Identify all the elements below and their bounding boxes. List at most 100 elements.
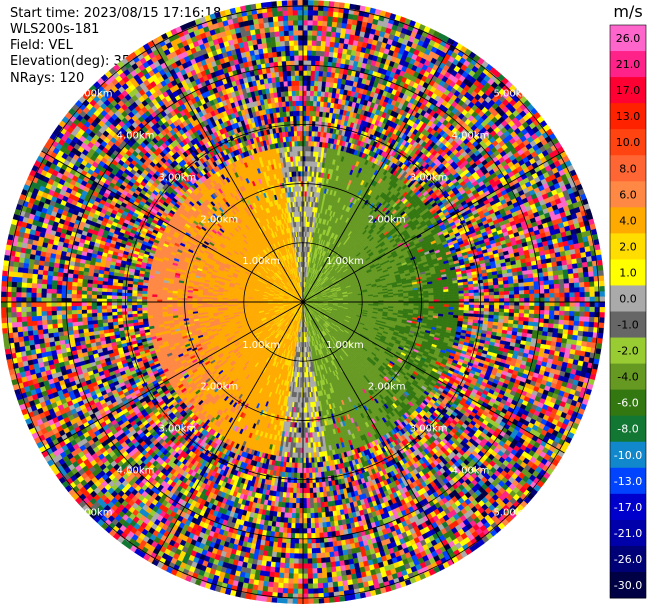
ppi-cell bbox=[322, 20, 328, 27]
ppi-cell bbox=[339, 2, 346, 9]
ppi-cell bbox=[302, 14, 309, 21]
ppi-cell bbox=[302, 35, 308, 41]
ppi-cell bbox=[302, 100, 307, 106]
ppi-cell bbox=[307, 45, 313, 51]
ppi-cell bbox=[314, 75, 319, 82]
ppi-cell bbox=[316, 40, 322, 47]
ppi-cell bbox=[309, 105, 314, 112]
ppi-cell bbox=[324, 51, 330, 57]
ppi-cell bbox=[307, 25, 313, 31]
ppi-cell bbox=[302, 115, 307, 121]
ppi-cell bbox=[306, 80, 311, 86]
ppi-cell bbox=[329, 41, 336, 48]
ppi-cell bbox=[327, 16, 334, 22]
ppi-cell bbox=[570, 253, 577, 260]
ppi-cell bbox=[317, 25, 323, 32]
ppi-cell bbox=[333, 1, 340, 8]
ppi-cell bbox=[567, 264, 573, 270]
ppi-cell bbox=[312, 10, 319, 16]
ppi-cell bbox=[312, 120, 316, 127]
ppi-cell bbox=[302, 45, 308, 51]
ppi-cell bbox=[557, 265, 563, 271]
ppi-cell bbox=[310, 80, 315, 87]
ppi-cell bbox=[337, 17, 344, 24]
ppi-cell bbox=[314, 65, 320, 72]
ppi-cell bbox=[320, 91, 326, 97]
ppi-cell bbox=[302, 130, 307, 137]
ppi-cell bbox=[312, 115, 317, 122]
ppi-cell bbox=[310, 70, 316, 76]
ppi-cell bbox=[571, 258, 578, 265]
ppi-cell bbox=[334, 37, 341, 43]
ppi-cell bbox=[322, 10, 329, 17]
ppi-cell bbox=[575, 252, 582, 259]
ppi-cell bbox=[311, 55, 317, 61]
ppi-cell bbox=[321, 35, 327, 42]
ppi-cell bbox=[308, 130, 313, 137]
ppi-cell bbox=[306, 110, 310, 117]
ppi-cell bbox=[331, 26, 337, 33]
ppi-cell bbox=[326, 26, 333, 32]
ppi-cell bbox=[315, 55, 321, 62]
ppi-cell bbox=[313, 0, 319, 6]
ppi-cell bbox=[318, 0, 325, 6]
ppi-cell bbox=[324, 46, 330, 52]
ppi-cell bbox=[586, 261, 593, 268]
ppi-cell bbox=[532, 268, 538, 274]
ppi-cell bbox=[302, 110, 307, 116]
ppi-cell bbox=[576, 262, 583, 269]
ppi-cell bbox=[555, 256, 562, 262]
ppi-cell bbox=[313, 90, 318, 97]
ppi-cell bbox=[316, 35, 322, 42]
ppi-cell bbox=[302, 19, 309, 26]
ppi-cell bbox=[311, 40, 317, 46]
ppi-cell bbox=[307, 50, 312, 56]
ppi-cell bbox=[316, 95, 322, 102]
ppi-cell bbox=[305, 165, 308, 172]
ppi-cell bbox=[551, 261, 558, 268]
ppi-cell bbox=[302, 55, 308, 61]
ppi-cell bbox=[302, 85, 307, 91]
ppi-cell bbox=[305, 120, 310, 127]
ppi-cell bbox=[596, 254, 603, 261]
ppi-cell bbox=[307, 35, 313, 41]
ppi-cell bbox=[305, 171, 308, 177]
ppi-cell bbox=[306, 95, 311, 101]
ppi-cell bbox=[313, 95, 318, 102]
ppi-cell bbox=[323, 66, 328, 72]
ppi-cell bbox=[311, 35, 318, 41]
ppi-cell bbox=[306, 85, 311, 91]
ppi-cell bbox=[320, 50, 326, 57]
ppi-cell bbox=[311, 50, 317, 56]
ppi-cell bbox=[302, 65, 308, 71]
ppi-cell bbox=[310, 85, 315, 92]
ppi-cell bbox=[302, 80, 308, 86]
ppi-cell bbox=[594, 244, 601, 251]
ppi-cell bbox=[596, 259, 603, 266]
ppi-cell bbox=[305, 160, 309, 167]
ppi-cell bbox=[327, 11, 334, 17]
ppi-cell bbox=[335, 32, 341, 38]
ppi-cell bbox=[316, 30, 323, 37]
ppi-cell bbox=[312, 110, 317, 117]
ppi-cell bbox=[318, 75, 323, 82]
ppi-cell bbox=[311, 130, 316, 137]
ppi-cell bbox=[313, 100, 318, 107]
ppi-cell bbox=[332, 11, 339, 18]
ppi-cell bbox=[311, 141, 315, 147]
ppi-cell bbox=[309, 110, 314, 117]
ppi-cell bbox=[302, 30, 308, 36]
ppi-plot bbox=[1, 0, 605, 604]
start-time-label: Start time: 2023/08/15 17:16:18 bbox=[10, 6, 221, 22]
ppi-cell bbox=[317, 20, 323, 26]
ppi-cell bbox=[307, 20, 313, 26]
ppi-cell bbox=[330, 31, 337, 38]
ppi-cell bbox=[328, 0, 335, 7]
ppi-cell bbox=[581, 256, 588, 263]
ppi-cell bbox=[335, 27, 342, 33]
ppi-cell bbox=[307, 30, 313, 36]
ppi-cell bbox=[562, 264, 568, 271]
ppi-cell bbox=[305, 155, 309, 162]
ppi-cell bbox=[302, 125, 307, 132]
